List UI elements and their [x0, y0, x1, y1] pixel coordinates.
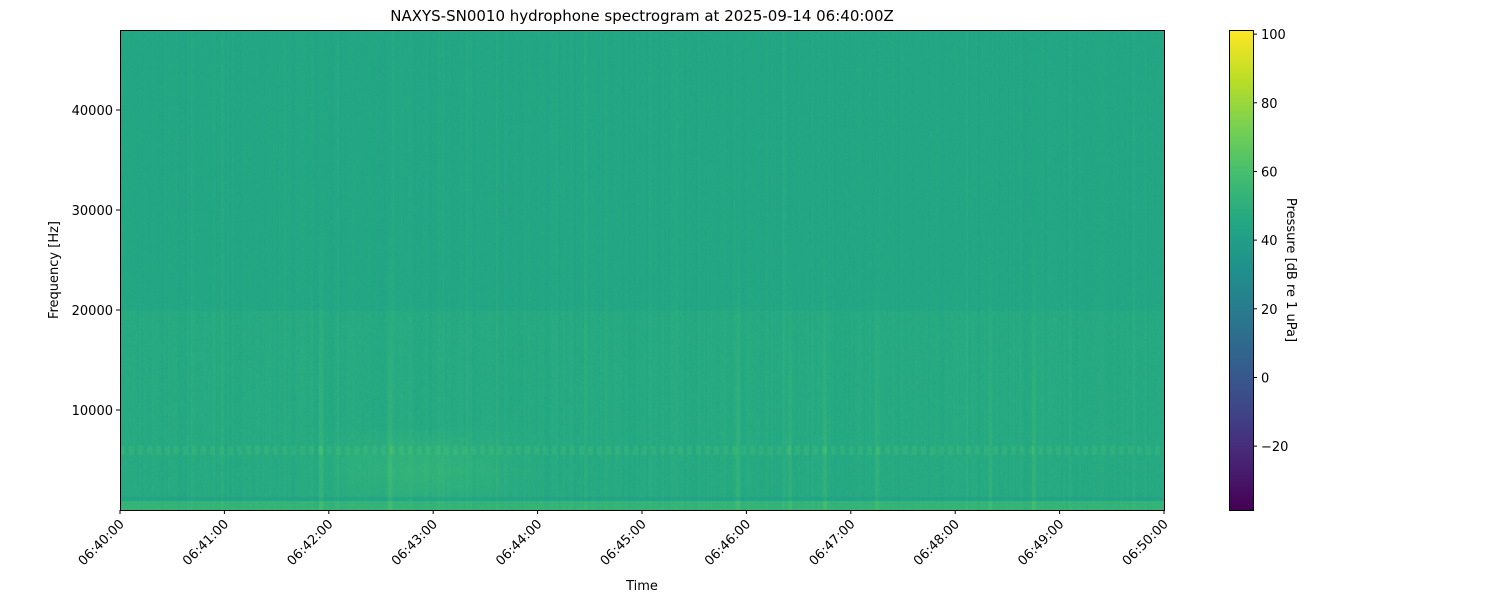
x-tick-label: 06:44:00: [493, 517, 545, 569]
colorbar-tick-label: 80: [1261, 97, 1278, 112]
x-tick-label: 06:43:00: [389, 517, 441, 569]
plot-frame: [120, 30, 1165, 511]
colorbar-tick-label: 20: [1261, 303, 1278, 318]
colorbar-tick-label: 0: [1261, 371, 1269, 386]
x-tick-label: 06:46:00: [702, 517, 754, 569]
x-tick-label: 06:49:00: [1015, 517, 1067, 569]
x-axis-label: Time: [625, 579, 658, 594]
x-tick-label: 06:45:00: [598, 517, 650, 569]
colorbar-frame: [1229, 30, 1254, 511]
y-axis-label: Frequency [Hz]: [47, 221, 62, 319]
colorbar-tick-label: 40: [1261, 234, 1278, 249]
y-tick-label: 40000: [72, 104, 113, 119]
x-tick-label: 06:50:00: [1120, 517, 1172, 569]
chart-title: NAXYS-SN0010 hydrophone spectrogram at 2…: [390, 7, 894, 25]
y-tick-label: 20000: [72, 304, 113, 319]
colorbar-tick-label: 100: [1261, 28, 1286, 43]
colorbar-gradient: [1229, 30, 1253, 510]
y-tick-label: 10000: [72, 404, 113, 419]
x-tick-label: 06:47:00: [807, 517, 859, 569]
colorbar-tick-label: −20: [1261, 440, 1288, 455]
spectrogram-image: [120, 30, 1164, 510]
x-tick-label: 06:48:00: [911, 517, 963, 569]
colorbar-tick-label: 60: [1261, 165, 1278, 180]
colorbar-label: Pressure [dB re 1 uPa]: [1283, 198, 1298, 342]
x-tick-label: 06:41:00: [180, 517, 232, 569]
x-tick-label: 06:40:00: [76, 517, 128, 569]
x-tick-label: 06:42:00: [285, 517, 337, 569]
y-tick-label: 30000: [72, 204, 113, 219]
